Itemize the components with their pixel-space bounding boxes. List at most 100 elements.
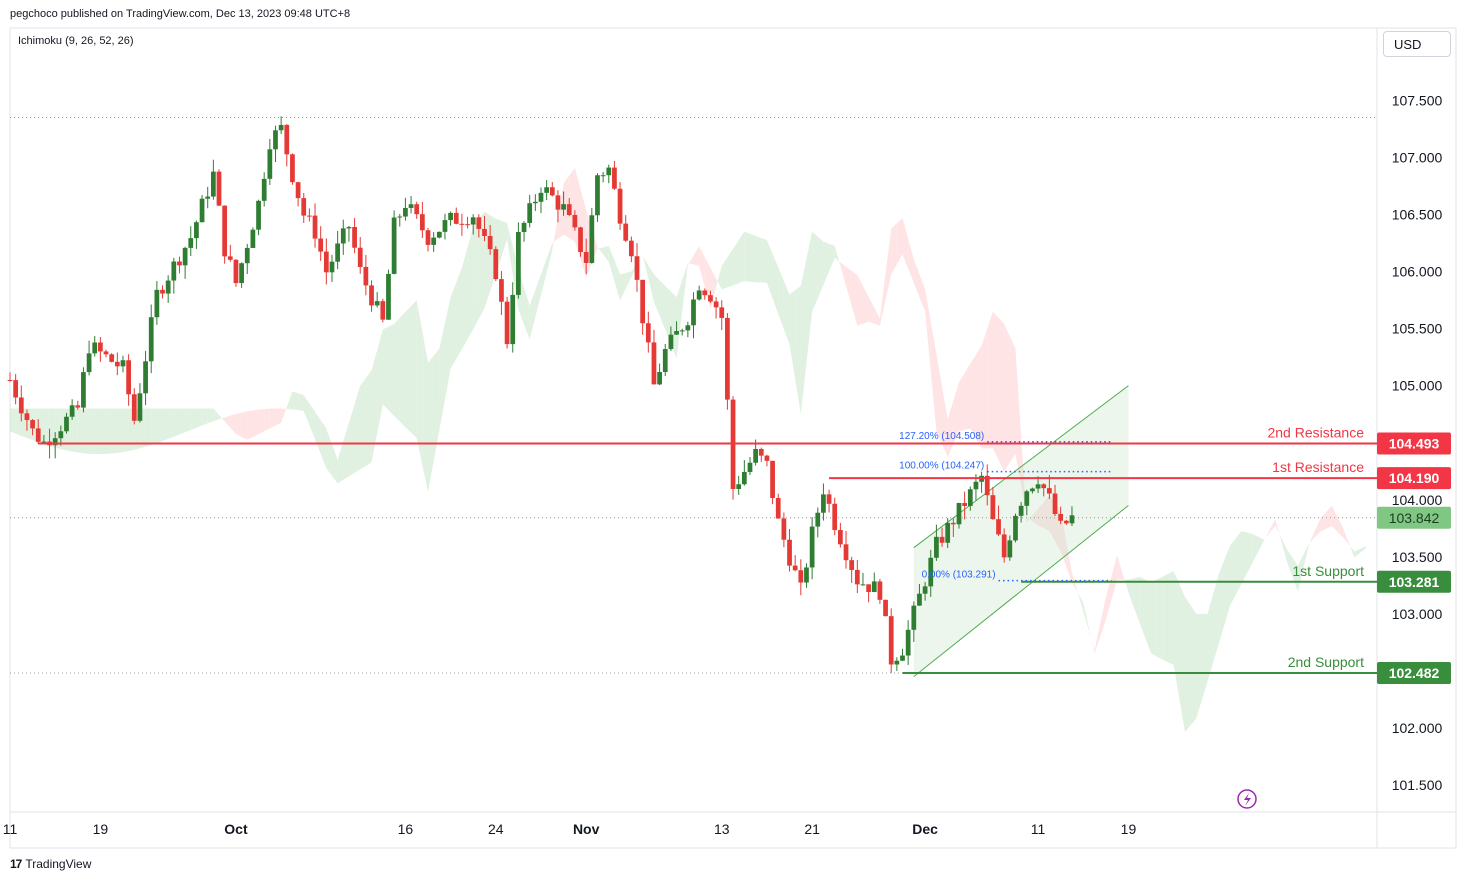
current-price-bg [1377,506,1451,529]
candle-body [516,232,521,295]
cloud-segment [371,349,378,463]
cloud-segment [202,408,208,426]
cloud-segment [100,408,107,455]
candle-body [736,484,742,489]
cloud-segment [625,271,632,289]
candle-body [1052,493,1058,514]
level-price-tag: 102.482 [1377,661,1451,684]
candle-body [832,503,838,531]
cloud-segment [772,253,779,314]
cloud-segment [834,245,841,266]
cloud-segment [1280,537,1287,561]
cloud-segment [942,386,948,457]
cloud-segment [1207,593,1214,682]
cloud-segment [179,408,186,435]
cloud-segment [416,300,423,465]
candle-body [278,124,284,131]
cloud-segment [72,408,78,453]
candle-body [1058,513,1064,521]
candle-body [284,124,290,155]
candle-body [425,230,431,245]
y-tick-label: 105.000 [1392,378,1443,394]
cloud-segment [10,408,16,434]
cloud-segment [1083,602,1089,631]
candle-body [860,584,866,586]
cloud-segment [411,300,417,438]
candle-body [651,342,657,385]
cloud-segment [930,321,937,432]
cloud-segment [540,258,547,295]
candle-body [436,231,442,238]
candle-body [973,481,979,490]
x-tick-label: 24 [488,821,504,837]
channel-upper-line [913,385,1129,549]
level-tag-bg [1377,661,1451,684]
candle-body [448,212,453,221]
y-tick-label: 103.500 [1392,549,1443,565]
cloud-segment [1032,508,1039,526]
cloud-segment [1230,538,1236,606]
cloud-segment [264,408,270,432]
cloud-segment [83,408,90,454]
candle-body [391,217,397,274]
cloud-segment [851,270,858,326]
cloud-segment [1343,528,1349,545]
cloud-segment [789,290,796,380]
cloud-segment [111,408,118,454]
candle-body [600,175,606,177]
cloud-segment [394,317,400,422]
price-axis[interactable]: 104.493 104.190 103.281 102.482 103.842 107.5… [1377,92,1451,793]
cloud-segment [902,218,909,269]
candle-body [487,235,493,250]
lightning-icon[interactable] [1237,789,1257,809]
time-axis[interactable]: 11 19 Oct 16 24 Nov 13 21 Dec 11 19 [3,821,1137,837]
cloud-segment [1026,515,1033,523]
candle-body [719,307,725,318]
candle-body [1018,505,1024,516]
candle-body [414,204,420,215]
cloud-segment [354,385,361,473]
candle-body [917,593,922,606]
candle-body [871,581,877,593]
candle-body [188,238,194,248]
cloud-segment [1320,511,1327,532]
candle-body [340,228,346,244]
level-tag-bg [1377,467,1451,490]
cloud-segment [1303,542,1310,568]
candle-body [538,192,544,202]
cloud-segment [235,412,242,437]
candle-body [798,570,804,583]
y-tick-label: 105.500 [1392,321,1443,337]
cloud-segment [1162,573,1168,663]
cloud-segment [1043,495,1050,532]
indicator-label[interactable]: Ichimoku (9, 26, 52, 26) [18,35,134,47]
cloud-segment [761,238,767,283]
level-tag-bg [1377,570,1451,593]
candle-body [1024,491,1030,506]
candle-body [787,539,792,566]
cloud-segment [806,231,813,363]
cloud-segment [716,265,722,290]
candle-body [527,203,533,223]
candle-body [821,494,826,513]
candle-body [131,394,137,421]
cloud-segment [219,414,225,422]
candle-body [764,455,770,461]
currency-selector[interactable]: USD [1383,31,1451,57]
cloud-segment [868,296,875,324]
cloud-segment [77,408,84,454]
candle-body [126,360,131,395]
cloud-segment [377,329,383,434]
cloud-segment [874,307,880,326]
cloud-segment [1128,578,1135,608]
cloud-segment [303,395,310,426]
ascending-channel [913,385,1129,677]
candle-body [894,660,900,665]
tradingview-branding[interactable]: 17 TradingView [10,857,91,871]
candle-body [928,557,934,587]
cloud-segment [800,258,807,414]
cloud-segment [360,378,366,470]
cloud-segment [992,311,999,460]
cloud-segment [1105,576,1112,620]
